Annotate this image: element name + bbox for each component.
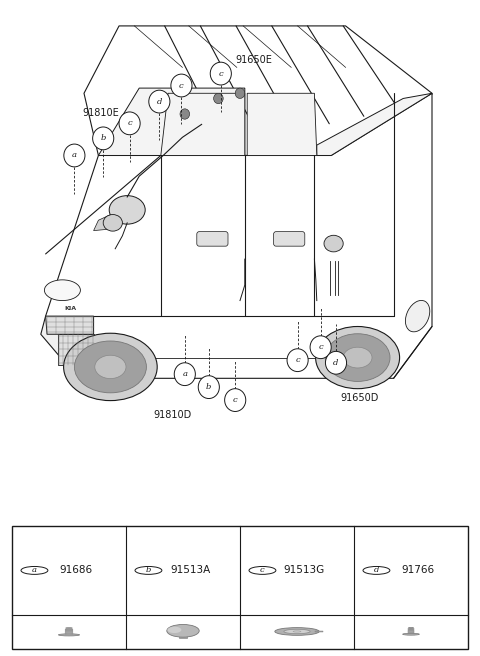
- Circle shape: [325, 352, 347, 374]
- Ellipse shape: [59, 634, 80, 636]
- Ellipse shape: [95, 356, 126, 379]
- Polygon shape: [58, 335, 94, 365]
- Polygon shape: [317, 93, 432, 155]
- Text: b: b: [206, 383, 212, 391]
- Text: 91650E: 91650E: [235, 55, 272, 65]
- Circle shape: [210, 62, 231, 85]
- Text: 91810E: 91810E: [83, 108, 120, 117]
- Ellipse shape: [167, 625, 199, 637]
- Polygon shape: [46, 93, 432, 379]
- Ellipse shape: [65, 630, 73, 631]
- Bar: [315, 631, 323, 632]
- Polygon shape: [41, 316, 94, 396]
- Ellipse shape: [103, 215, 122, 231]
- Text: a: a: [32, 566, 37, 575]
- Ellipse shape: [45, 280, 81, 300]
- FancyBboxPatch shape: [197, 232, 228, 246]
- Text: b: b: [100, 134, 106, 142]
- Ellipse shape: [284, 629, 310, 634]
- Circle shape: [363, 567, 390, 575]
- Ellipse shape: [325, 334, 390, 381]
- Polygon shape: [247, 93, 317, 155]
- Polygon shape: [161, 93, 245, 155]
- Text: a: a: [182, 370, 187, 378]
- Text: c: c: [218, 70, 223, 77]
- Circle shape: [310, 336, 331, 359]
- Polygon shape: [98, 88, 245, 155]
- Text: KIA: KIA: [64, 306, 77, 311]
- Ellipse shape: [316, 327, 399, 388]
- Text: c: c: [233, 396, 238, 404]
- Circle shape: [235, 88, 245, 98]
- Text: 91513A: 91513A: [170, 565, 210, 575]
- Ellipse shape: [109, 195, 145, 224]
- Circle shape: [93, 127, 114, 150]
- Text: c: c: [318, 343, 323, 351]
- Ellipse shape: [65, 631, 73, 632]
- Circle shape: [174, 363, 195, 386]
- Circle shape: [225, 388, 246, 411]
- Ellipse shape: [63, 333, 157, 401]
- FancyBboxPatch shape: [274, 232, 305, 246]
- Text: 91650D: 91650D: [341, 393, 379, 403]
- Polygon shape: [46, 316, 94, 335]
- Ellipse shape: [275, 628, 319, 635]
- Ellipse shape: [403, 633, 420, 635]
- Text: d: d: [333, 359, 339, 367]
- Circle shape: [287, 349, 308, 371]
- Ellipse shape: [65, 633, 73, 634]
- Circle shape: [214, 93, 223, 104]
- Circle shape: [21, 567, 48, 575]
- Circle shape: [64, 144, 85, 167]
- Polygon shape: [94, 213, 115, 231]
- Text: a: a: [72, 152, 77, 159]
- Text: c: c: [179, 81, 184, 89]
- Ellipse shape: [406, 300, 430, 332]
- Circle shape: [135, 567, 162, 575]
- Ellipse shape: [293, 631, 301, 632]
- Bar: [12, 526, 468, 649]
- Text: c: c: [127, 119, 132, 127]
- Text: c: c: [260, 566, 265, 575]
- Circle shape: [149, 90, 170, 113]
- Text: d: d: [374, 566, 379, 575]
- Text: 91513G: 91513G: [284, 565, 325, 575]
- Text: d: d: [156, 98, 162, 106]
- Text: 91686: 91686: [60, 565, 93, 575]
- Ellipse shape: [74, 341, 146, 393]
- Text: 91766: 91766: [402, 565, 435, 575]
- Text: b: b: [146, 566, 151, 575]
- Circle shape: [198, 376, 219, 399]
- Ellipse shape: [65, 629, 73, 630]
- Text: c: c: [295, 356, 300, 364]
- Circle shape: [180, 109, 190, 119]
- Ellipse shape: [324, 236, 343, 252]
- Ellipse shape: [408, 627, 413, 628]
- Ellipse shape: [343, 347, 372, 368]
- Ellipse shape: [168, 626, 181, 633]
- Circle shape: [119, 112, 140, 134]
- Circle shape: [249, 567, 276, 575]
- Circle shape: [171, 74, 192, 97]
- Polygon shape: [84, 26, 432, 155]
- Bar: [179, 633, 187, 638]
- Text: 91810D: 91810D: [154, 411, 192, 420]
